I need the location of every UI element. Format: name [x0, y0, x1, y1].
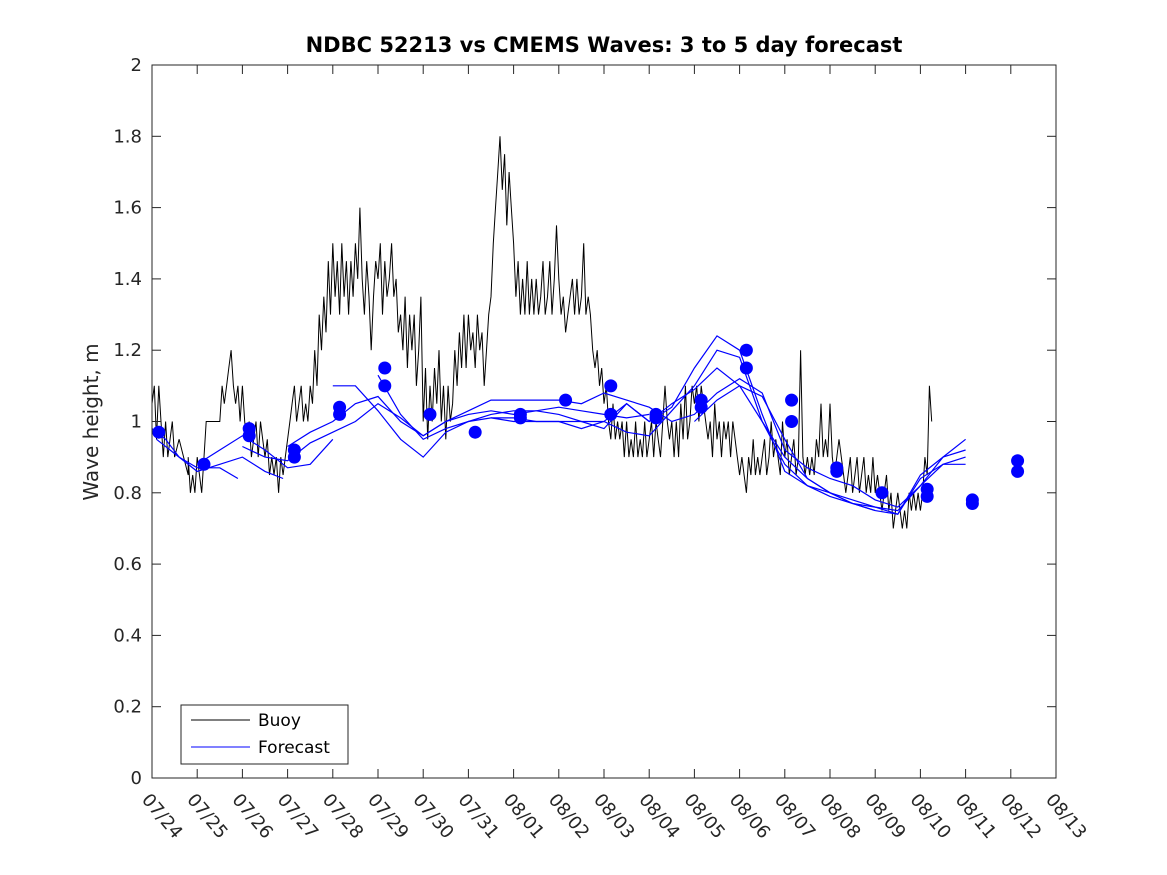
forecast-marker-29: [920, 489, 934, 503]
chart-title: NDBC 52213 vs CMEMS Waves: 3 to 5 day fo…: [306, 33, 903, 57]
series-line-forecast-8: [693, 385, 876, 512]
y-axis-label: Wave height, m: [79, 343, 103, 500]
y-tick-label: 2: [131, 55, 142, 76]
series-line-forecast-0: [151, 428, 239, 480]
y-tick-label: 1: [131, 412, 142, 433]
forecast-marker-8: [378, 361, 392, 375]
y-tick-label: 0.8: [113, 483, 142, 504]
y-tick-label: 0: [131, 768, 142, 789]
y-tick-label: 1.2: [113, 340, 142, 361]
forecast-marker-32: [1011, 454, 1025, 468]
legend-label-buoy: Buoy: [258, 711, 301, 731]
forecast-marker-26: [830, 464, 844, 478]
forecast-marker-5: [287, 450, 301, 464]
forecast-marker-15: [604, 379, 618, 393]
forecast-marker-21: [739, 343, 753, 357]
forecast-marker-10: [423, 407, 437, 421]
forecast-marker-11: [468, 425, 482, 439]
forecast-marker-31: [965, 496, 979, 510]
y-tick-label: 0.4: [113, 625, 142, 646]
forecast-marker-27: [875, 486, 889, 500]
forecast-marker-1: [197, 457, 211, 471]
y-tick-label: 1.8: [113, 126, 142, 147]
forecast-marker-14: [559, 393, 573, 407]
legend-label-forecast: Forecast: [258, 738, 330, 758]
forecast-marker-7: [333, 407, 347, 421]
series-line-forecast-2: [196, 435, 334, 469]
y-axis: 0 0.2 0.4 0.6 0.8 1 1.2 1.4 1.6 1.8 2: [113, 55, 1056, 789]
forecast-marker-3: [242, 429, 256, 443]
series-line-forecast-1: [156, 438, 284, 480]
forecast-marker-24: [785, 415, 799, 428]
legend: Buoy Forecast: [180, 704, 349, 765]
forecast-marker-20: [694, 400, 708, 414]
y-tick-label: 1.6: [113, 198, 142, 219]
forecast-marker-33: [1011, 464, 1025, 478]
series-line-forecast-6: [377, 349, 966, 512]
forecast-marker-18: [649, 411, 663, 425]
forecast-marker-13: [513, 411, 527, 425]
forecast-marker-23: [785, 393, 799, 407]
forecast-marker-16: [604, 407, 618, 421]
plot-area: [151, 136, 1025, 529]
series-line-forecast-7: [490, 335, 966, 515]
forecast-marker-9: [378, 379, 392, 393]
legend-box: [180, 704, 349, 765]
y-tick-label: 0.6: [113, 554, 142, 575]
series-line-forecast-4: [287, 377, 966, 508]
y-tick-label: 1.4: [113, 269, 142, 290]
y-tick-label: 0.2: [113, 697, 142, 718]
series-line-buoy: [151, 136, 933, 529]
forecast-marker-22: [739, 361, 753, 375]
forecast-marker-0: [152, 425, 166, 439]
